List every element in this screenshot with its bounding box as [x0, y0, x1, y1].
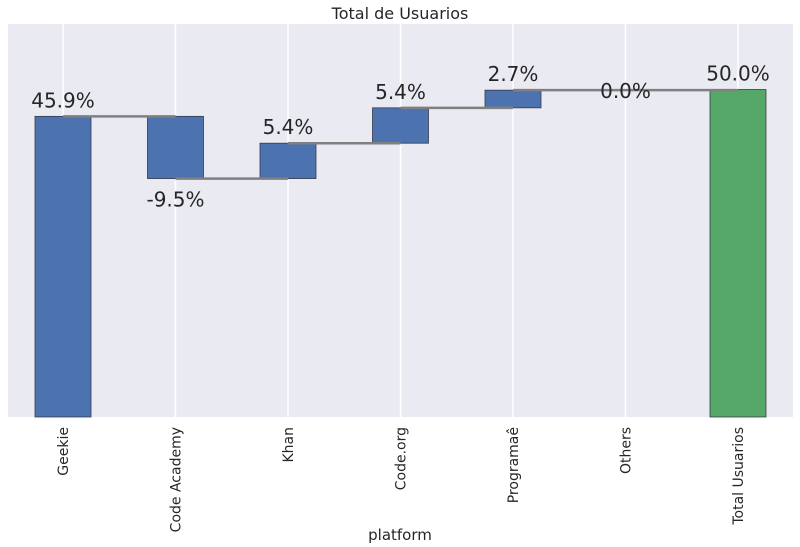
x-tick-label: Geekie: [56, 427, 72, 476]
x-axis-label: platform: [368, 526, 432, 544]
x-tick-label: Others: [619, 427, 635, 474]
chart-title: Total de Usuarios: [331, 4, 469, 23]
bar: [372, 107, 429, 144]
data-label: 2.7%: [488, 62, 539, 86]
bar: [34, 115, 92, 418]
x-tick-label: Khan: [281, 427, 297, 463]
x-tick-label: Code.org: [394, 427, 410, 490]
x-tick-label: Code Academy: [169, 427, 185, 532]
x-tick-label: Total Usuarios: [731, 427, 747, 526]
x-tick-labels: Geekie Code Academy Khan Code.org Programaê O…: [56, 427, 747, 532]
data-label: 0.0%: [600, 79, 651, 103]
data-label: 45.9%: [31, 88, 95, 112]
data-label: 5.4%: [375, 80, 426, 104]
bar: [259, 142, 317, 179]
data-label: -9.5%: [146, 188, 204, 212]
data-labels: 45.9% -9.5% 5.4% 5.4% 2.7% 0.0% 50.0%: [31, 62, 770, 212]
bar: [147, 115, 204, 179]
data-label: 5.4%: [263, 115, 314, 139]
data-label: 50.0%: [706, 62, 770, 86]
x-tick-label: Programaê: [506, 427, 522, 503]
connector-lines: [63, 88, 738, 180]
bar: [484, 89, 542, 109]
total-bar: [709, 89, 767, 418]
